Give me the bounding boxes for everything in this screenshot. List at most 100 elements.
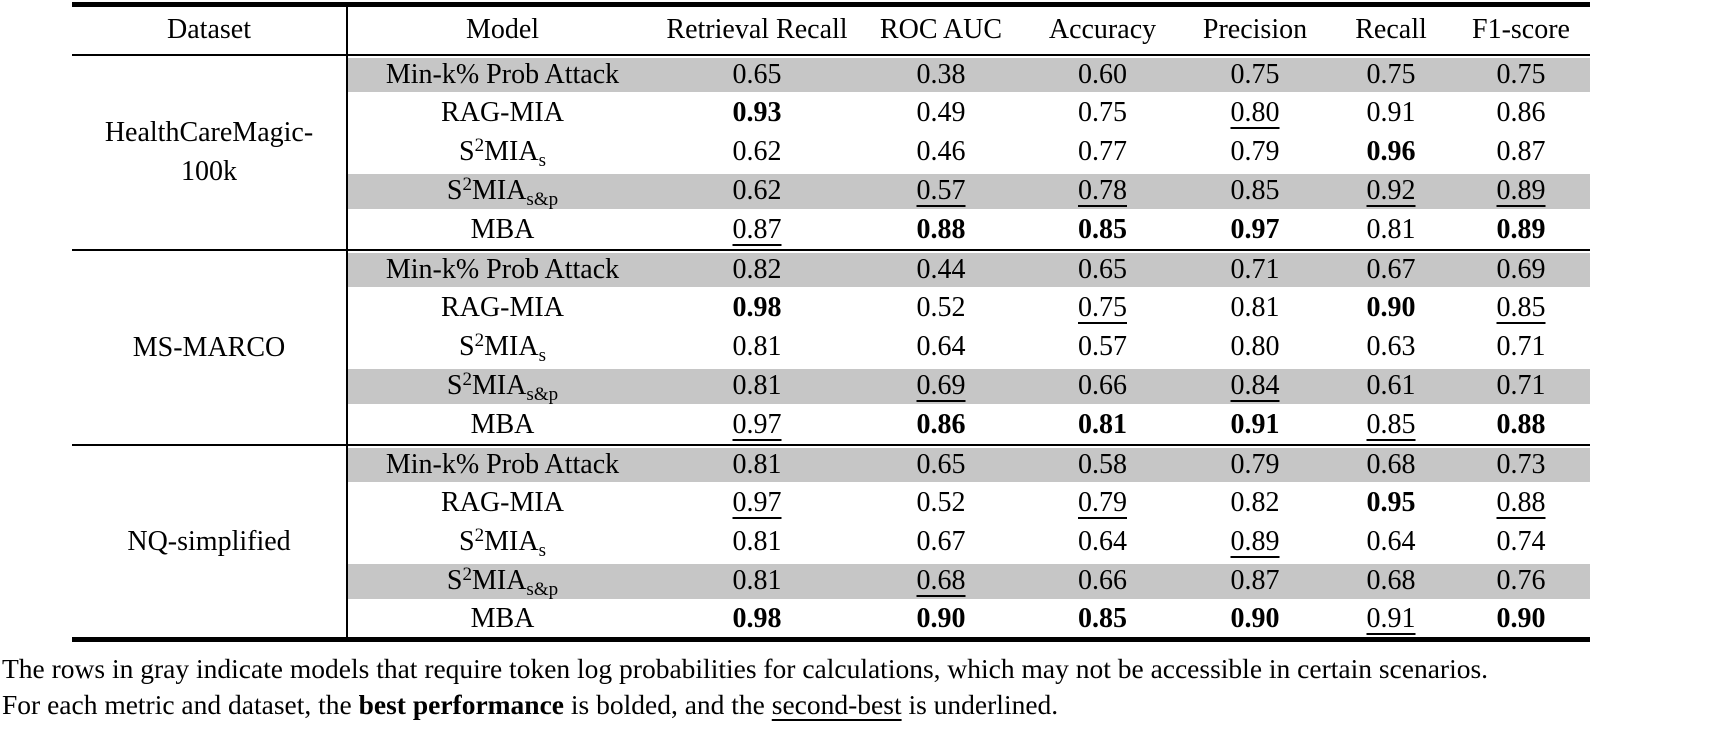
metric-value-cell: 0.75	[1330, 53, 1452, 94]
metric-value-cell: 0.97	[732, 408, 782, 440]
metric-value-cell: 0.64	[916, 331, 966, 362]
metric-value-cell: 0.71	[1496, 331, 1546, 362]
col-header-dataset: Dataset	[72, 4, 348, 56]
metric-value-cell: 0.85	[1366, 408, 1416, 440]
metric-value-cell: 0.82	[657, 248, 857, 289]
metric-value-cell: 0.52	[916, 487, 966, 518]
metric-value-cell: 0.90	[916, 602, 966, 634]
metric-value-cell: 0.95	[1366, 487, 1416, 518]
table-row: S2MIAs&p 0.62 0.57 0.78 0.85 0.92 0.89	[72, 171, 1590, 211]
table-row: S2MIAs 0.81 0.67 0.64 0.89 0.64 0.74	[72, 523, 1590, 562]
metric-value-cell: 0.82	[1230, 487, 1280, 518]
metric-value-cell: 0.78	[1025, 171, 1180, 211]
metric-value-cell: 0.91	[1366, 602, 1416, 634]
table-body: HealthCareMagic-100k Min-k% Prob Attack 0.…	[72, 53, 1590, 640]
metric-value-cell: 0.86	[1496, 97, 1546, 128]
model-name-cell: RAG-MIA	[441, 292, 564, 323]
metric-value-cell: 0.65	[857, 443, 1025, 484]
metric-value-cell: 0.85	[1180, 171, 1330, 211]
metric-value-cell: 0.69	[1452, 248, 1590, 289]
model-name-cell: Min-k% Prob Attack	[347, 53, 657, 94]
metric-value-cell: 0.80	[1230, 331, 1280, 362]
metric-value-cell: 0.76	[1452, 561, 1590, 601]
metric-value-cell: 0.44	[857, 248, 1025, 289]
metric-value-cell: 0.38	[857, 53, 1025, 94]
metric-value-cell: 0.68	[1330, 561, 1452, 601]
col-header-recall: Recall	[1330, 4, 1452, 56]
metric-value-cell: 0.87	[732, 213, 782, 245]
metric-value-cell: 0.81	[1230, 292, 1280, 323]
metric-value-cell: 0.98	[732, 292, 782, 323]
metric-value-cell: 0.67	[1330, 248, 1452, 289]
metric-value-cell: 0.68	[1330, 443, 1452, 484]
dataset-cell: HealthCareMagic-100k	[72, 53, 348, 250]
metric-value-cell: 0.80	[1230, 97, 1280, 128]
metric-value-cell: 0.74	[1496, 526, 1546, 557]
metric-value-cell: 0.97	[1230, 213, 1280, 245]
model-name-cell: S2MIAs&p	[347, 561, 657, 601]
table-row: S2MIAs&p 0.81 0.69 0.66 0.84 0.61 0.71	[72, 366, 1590, 406]
metric-value-cell: 0.93	[732, 97, 782, 128]
metric-value-cell: 0.79	[1180, 443, 1330, 484]
metric-value-cell: 0.81	[657, 443, 857, 484]
metric-value-cell: 0.75	[1452, 53, 1590, 94]
results-table: Dataset Model Retrieval Recall ROC AUC A…	[72, 2, 1590, 642]
col-header-accuracy: Accuracy	[1025, 4, 1180, 56]
metric-value-cell: 0.87	[1180, 561, 1330, 601]
metric-value-cell: 0.75	[1078, 97, 1127, 128]
metric-value-cell: 0.63	[1366, 331, 1416, 362]
metric-value-cell: 0.79	[1230, 136, 1280, 167]
metric-value-cell: 0.66	[1025, 366, 1180, 406]
table-row: HealthCareMagic-100k Min-k% Prob Attack 0.…	[72, 53, 1590, 250]
metric-value-cell: 0.86	[916, 408, 966, 440]
col-header-retrieval-recall: Retrieval Recall	[657, 4, 857, 56]
metric-value-cell: 0.89	[1496, 213, 1546, 245]
col-header-roc-auc: ROC AUC	[857, 4, 1025, 56]
metric-value-cell: 0.88	[1496, 408, 1546, 440]
caption-line: For each metric and dataset, the best pe…	[2, 689, 1059, 720]
metric-value-cell: 0.64	[1366, 526, 1416, 557]
table-row: S2MIAs&p 0.81 0.68 0.66 0.87 0.68 0.76	[72, 561, 1590, 601]
metric-value-cell: 0.65	[1025, 248, 1180, 289]
metric-value-cell: 0.66	[1025, 561, 1180, 601]
table-row: RAG-MIA 0.97 0.52 0.79 0.82 0.95 0.88	[72, 484, 1590, 523]
table-row: S2MIAs 0.62 0.46 0.77 0.79 0.96 0.87	[72, 133, 1590, 172]
metric-value-cell: 0.71	[1180, 248, 1330, 289]
metric-value-cell: 0.64	[1078, 526, 1127, 557]
metric-value-cell: 0.85	[1078, 602, 1127, 634]
table-row: MBA 0.87 0.88 0.85 0.97 0.81 0.89	[72, 211, 1590, 250]
table-caption: The rows in gray indicate models that re…	[2, 651, 1713, 723]
paper-table-figure: Dataset Model Retrieval Recall ROC AUC A…	[2, 2, 1713, 723]
table-row: MBA 0.97 0.86 0.81 0.91 0.85 0.88	[72, 406, 1590, 445]
table-row: MBA 0.98 0.90 0.85 0.90 0.91 0.90	[72, 601, 1590, 640]
metric-value-cell: 0.81	[732, 331, 782, 362]
model-name-cell: MBA	[470, 408, 535, 440]
metric-value-cell: 0.87	[1496, 136, 1546, 167]
model-name-cell: RAG-MIA	[441, 97, 564, 128]
metric-value-cell: 0.85	[1078, 213, 1127, 245]
metric-value-cell: 0.98	[732, 602, 782, 634]
metric-value-cell: 0.61	[1330, 366, 1452, 406]
col-header-f1-score: F1-score	[1452, 4, 1590, 56]
caption-line: The rows in gray indicate models that re…	[2, 653, 1489, 684]
metric-value-cell: 0.62	[732, 136, 782, 167]
metric-value-cell: 0.68	[857, 561, 1025, 601]
metric-value-cell: 0.89	[1452, 171, 1590, 211]
model-name-cell: MBA	[470, 602, 535, 634]
table-row: MS-MARCO Min-k% Prob Attack 0.82 0.44 0.65 0.…	[72, 248, 1590, 445]
metric-value-cell: 0.49	[916, 97, 966, 128]
metric-value-cell: 0.58	[1025, 443, 1180, 484]
dataset-cell: MS-MARCO	[72, 248, 348, 445]
metric-value-cell: 0.79	[1078, 487, 1127, 518]
model-name-cell: S2MIAs&p	[347, 171, 657, 211]
metric-value-cell: 0.73	[1452, 443, 1590, 484]
metric-value-cell: 0.81	[1078, 408, 1127, 440]
table-row: RAG-MIA 0.93 0.49 0.75 0.80 0.91 0.86	[72, 94, 1590, 133]
metric-value-cell: 0.62	[657, 171, 857, 211]
dataset-cell: NQ-simplified	[72, 443, 348, 640]
metric-value-cell: 0.91	[1366, 97, 1416, 128]
metric-value-cell: 0.96	[1366, 136, 1416, 167]
metric-value-cell: 0.84	[1180, 366, 1330, 406]
model-name-cell: S2MIAs	[459, 135, 546, 171]
metric-value-cell: 0.88	[916, 213, 966, 245]
